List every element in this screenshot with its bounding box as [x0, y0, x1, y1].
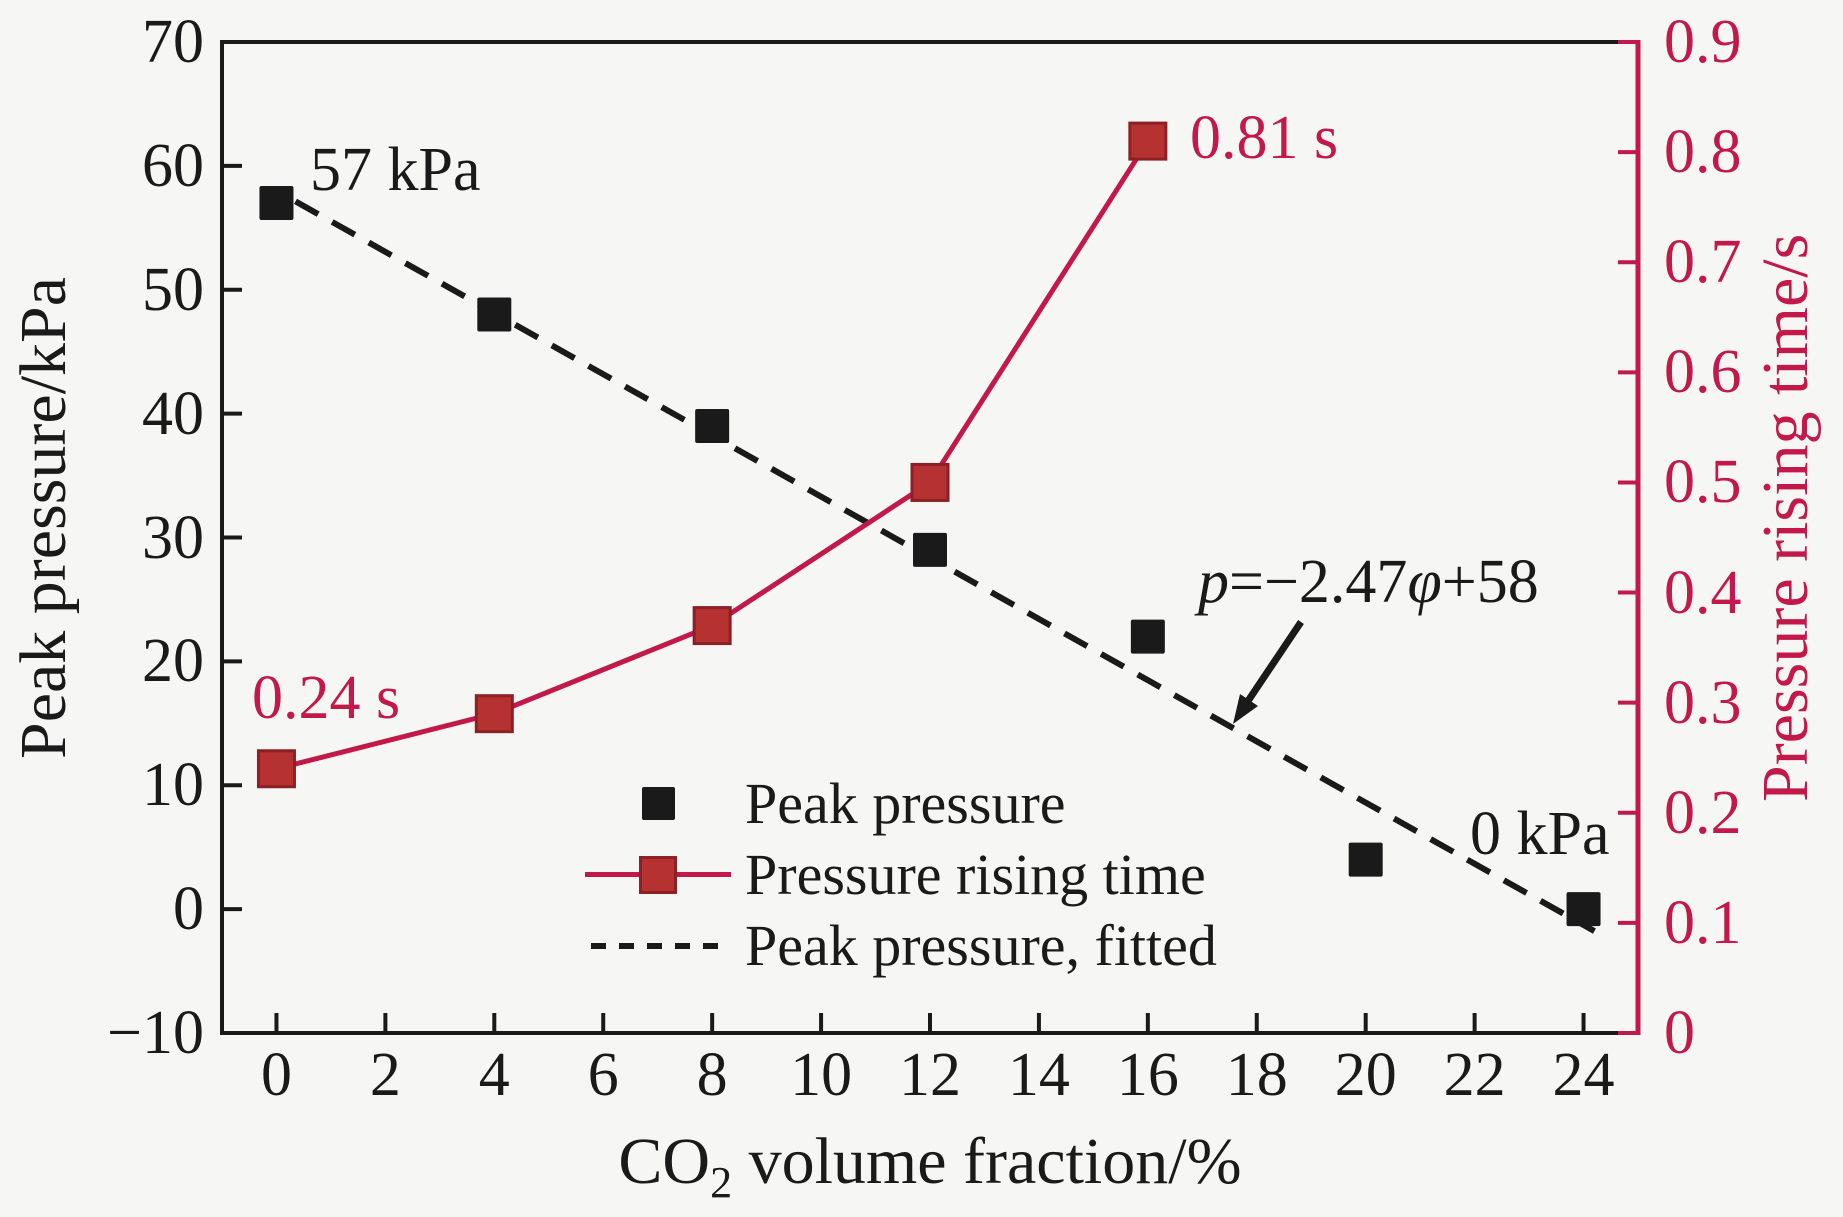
legend-label: Peak pressure: [745, 771, 1066, 836]
y-right-tick-label: 0: [1664, 999, 1695, 1067]
equation-tail: +58: [1441, 548, 1539, 616]
x-axis-title-post: volume fraction/%: [732, 1125, 1242, 1198]
legend-marker-red-line-square: [583, 839, 733, 910]
annotation-fit-equation: p=−2.47φ+58: [1198, 548, 1539, 616]
legend-item-peak-pressure: Peak pressure: [583, 768, 1217, 839]
annotation-081s: 0.81 s: [1190, 104, 1339, 172]
legend-item-peak-pressure-fitted: Peak pressure, fitted: [583, 910, 1217, 981]
x-tick-label: 22: [1443, 1041, 1506, 1109]
equation-mid: =−2.47: [1229, 548, 1408, 616]
peak-pressure-marker: [913, 532, 947, 567]
rising-time-line: [275, 139, 1150, 772]
rising-time-marker: [692, 606, 732, 646]
legend-label: Pressure rising time: [745, 842, 1206, 907]
y-left-axis-title: Peak pressure/kPa: [7, 276, 80, 760]
x-tick-label: 14: [1007, 1041, 1070, 1109]
x-tick-label: 18: [1225, 1041, 1288, 1109]
x-tick-label: 24: [1552, 1041, 1615, 1109]
equation-phi: φ: [1407, 548, 1442, 616]
y-right-tick-label: 0.1: [1664, 888, 1742, 957]
y-right-tick-label: 0.5: [1664, 448, 1742, 517]
y-right-tick-label: 0.4: [1664, 558, 1742, 627]
y-right-axis-title: Pressure rising time/s: [1749, 233, 1822, 803]
x-tick-label: 16: [1116, 1041, 1179, 1109]
y-left-tick-label: 50: [142, 255, 204, 324]
y-left-tick-label: 30: [142, 503, 204, 572]
y-right-tick-label: 0.6: [1664, 338, 1742, 407]
equation-p: p: [1198, 548, 1229, 616]
annotation-arrow-head: [1233, 694, 1258, 724]
y-left-tick-label: 60: [142, 131, 204, 200]
x-tick-label: 10: [790, 1041, 853, 1109]
y-right-tick-label: 0.3: [1664, 668, 1742, 737]
legend-marker-dashed-line: [583, 910, 733, 981]
y-left-tick-label: 20: [142, 627, 204, 696]
y-left-tick-label: −10: [107, 999, 204, 1067]
dashed-line-icon: [591, 942, 725, 949]
y-right-tick-label: 0.9: [1664, 8, 1742, 76]
y-right-tick-label: 0.8: [1664, 118, 1742, 187]
x-tick-label: 6: [587, 1041, 619, 1109]
rising-time-marker: [1128, 121, 1168, 161]
y-right-tick-label: 0.2: [1664, 778, 1742, 847]
x-axis-title-pre: CO: [618, 1125, 711, 1198]
y-left-tick-label: 70: [142, 8, 204, 76]
x-axis-title: CO2 volume fraction/%: [470, 1124, 1390, 1208]
x-tick-label: 0: [260, 1041, 292, 1109]
peak-pressure-marker: [259, 186, 294, 221]
peak-pressure-marker: [1130, 619, 1165, 654]
y-right-tick-label: 0.7: [1664, 228, 1742, 297]
peak-pressure-marker: [477, 297, 512, 332]
annotation-024s: 0.24 s: [252, 664, 401, 732]
peak-pressure-marker: [695, 409, 730, 444]
black-square-icon: [641, 787, 675, 820]
y-left-tick-label: 40: [142, 379, 204, 448]
peak-pressure-marker: [1348, 842, 1383, 877]
x-tick-label: 8: [696, 1041, 728, 1109]
annotation-arrow-shaft: [1245, 620, 1304, 703]
rising-time-marker: [910, 462, 950, 502]
x-tick-label: 4: [478, 1041, 510, 1109]
legend-marker-black-square: [583, 768, 733, 839]
red-square-icon: [639, 855, 677, 894]
y-left-tick-label: 0: [173, 875, 204, 944]
x-tick-label: 20: [1334, 1041, 1397, 1109]
rising-time-marker: [474, 694, 514, 734]
legend-label: Peak pressure, fitted: [745, 913, 1217, 978]
annotation-0kpa: 0 kPa: [1470, 800, 1610, 868]
y-left-tick-label: 10: [142, 751, 204, 820]
legend: Peak pressure Pressure rising time Peak …: [583, 768, 1217, 981]
rising-time-marker: [256, 749, 296, 789]
annotation-57kpa: 57 kPa: [310, 136, 481, 204]
fitted-line: [294, 198, 1596, 934]
legend-item-pressure-rising-time: Pressure rising time: [583, 839, 1217, 910]
x-tick-label: 12: [899, 1041, 961, 1109]
peak-pressure-marker: [1566, 892, 1601, 927]
x-tick-label: 2: [369, 1041, 401, 1109]
x-axis-title-subscript: 2: [710, 1158, 733, 1207]
